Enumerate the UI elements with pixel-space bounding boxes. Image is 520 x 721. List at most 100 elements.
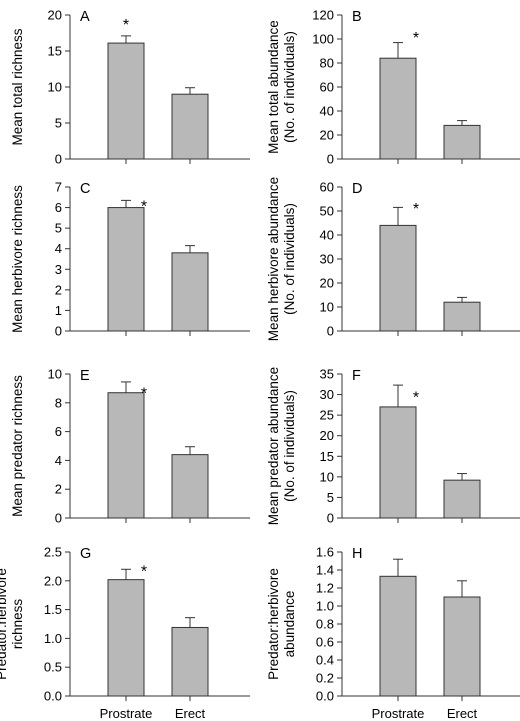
y-axis-label: richness	[10, 599, 25, 650]
panel-h: 0.0 0.2 0.4 0.6 0.8 1.0 1.2 1.4 1.6 Prostrate Erec…	[266, 545, 520, 721]
y-axis-label: Mean predator richness	[10, 375, 25, 517]
y-tick-label: 30	[320, 387, 334, 402]
bar-erect	[171, 252, 209, 332]
panel-d: 0 10 20 30 40 50 60 D * Mean herbivore abundance(…	[266, 177, 520, 341]
panel-letter: F	[352, 368, 361, 384]
y-tick-label: 5	[327, 490, 334, 505]
y-axis-label: Mean total abundance	[266, 20, 281, 154]
y-tick-label: 35	[320, 367, 334, 382]
bar-prostrate	[107, 42, 145, 160]
panel-letter: B	[352, 9, 362, 25]
y-tick-label: 7	[55, 180, 62, 195]
y-tick-label: 40	[320, 228, 334, 243]
y-tick-label: 6	[55, 200, 62, 215]
bar-prostrate	[107, 207, 145, 332]
y-axis-label: Mean herbivore abundance	[266, 177, 281, 341]
panel-letter: E	[80, 368, 90, 384]
y-tick-label: 2	[55, 482, 62, 497]
y-tick-label: 5	[55, 221, 62, 236]
panel-letter: G	[80, 546, 91, 562]
y-tick-label: 20	[320, 428, 334, 443]
y-tick-label: 0	[55, 324, 62, 339]
y-tick-label: 0	[327, 511, 334, 526]
bar-prostrate	[379, 406, 417, 519]
y-tick-label: 8	[55, 395, 62, 410]
y-tick-label: 1.0	[316, 599, 334, 614]
y-tick-label: 4	[55, 241, 62, 256]
panel-e: 0 2 4 6 8 10 E * Mean predator richness	[10, 367, 250, 526]
y-tick-label: 20	[48, 8, 62, 23]
significance-star: *	[413, 30, 419, 47]
y-tick-label: 0.0	[44, 689, 62, 704]
bar-prostrate	[379, 224, 417, 332]
y-tick-label: 1	[55, 303, 62, 318]
y-axis-label: Mean total richness	[10, 28, 25, 145]
y-tick-label: 1.4	[316, 563, 334, 578]
significance-star: *	[141, 198, 147, 215]
y-tick-label: 80	[320, 56, 334, 71]
y-axis-label: Mean herbivore richness	[10, 185, 25, 333]
y-tick-label: 6	[55, 424, 62, 439]
y-tick-label: 60	[320, 180, 334, 195]
y-tick-label: 0	[55, 511, 62, 526]
panel-letter: H	[352, 546, 362, 562]
y-axis-label: Mean predator abundance	[266, 367, 281, 525]
significance-star: *	[141, 385, 147, 402]
y-tick-label: 60	[320, 80, 334, 95]
y-tick-label: 10	[48, 367, 62, 382]
bar-prostrate	[107, 579, 145, 697]
panel-letter: D	[352, 181, 362, 197]
y-axis-label: (No. of individuals)	[282, 390, 297, 502]
y-tick-label: 0	[327, 152, 334, 167]
bar-prostrate	[379, 57, 417, 160]
y-tick-label: 0.5	[44, 660, 62, 675]
y-tick-label: 1.0	[44, 631, 62, 646]
y-axis-label: abundance	[282, 591, 297, 658]
x-tick-label: Prostrate	[100, 706, 153, 721]
y-tick-label: 1.6	[316, 545, 334, 560]
y-axis-label: Predator:herbivore	[266, 568, 281, 680]
y-tick-label: 0.6	[316, 635, 334, 650]
bar-prostrate	[107, 392, 145, 519]
y-tick-label: 2	[55, 282, 62, 297]
y-tick-label: 2.5	[44, 545, 62, 560]
y-tick-label: 100	[312, 32, 334, 47]
y-tick-label: 0.8	[316, 617, 334, 632]
y-tick-label: 40	[320, 104, 334, 119]
y-tick-label: 20	[320, 128, 334, 143]
bar-prostrate	[379, 575, 417, 697]
y-tick-label: 30	[320, 252, 334, 267]
significance-star: *	[123, 17, 129, 34]
y-axis-label: (No. of individuals)	[282, 203, 297, 315]
y-tick-label: 1.5	[44, 602, 62, 617]
y-tick-label: 4	[55, 453, 62, 468]
significance-star: *	[413, 201, 419, 218]
y-tick-label: 20	[320, 276, 334, 291]
y-tick-label: 0.0	[316, 689, 334, 704]
panel-letter: C	[80, 181, 90, 197]
y-tick-label: 0	[327, 324, 334, 339]
bar-erect	[443, 301, 481, 332]
panel-g: 0.0 0.5 1.0 1.5 2.0 2.5 Prostrate Erect G * Predat…	[0, 545, 250, 721]
y-tick-label: 3	[55, 262, 62, 277]
bar-erect	[171, 626, 209, 697]
y-axis-label: Predator:herbivore	[0, 568, 9, 680]
y-tick-label: 0	[55, 152, 62, 167]
y-tick-label: 50	[320, 204, 334, 219]
y-tick-label: 25	[320, 408, 334, 423]
y-tick-label: 5	[55, 116, 62, 131]
x-tick-label: Prostrate	[372, 706, 425, 721]
bar-erect	[171, 93, 209, 160]
y-tick-label: 10	[320, 469, 334, 484]
y-tick-label: 0.4	[316, 653, 334, 668]
bar-erect	[171, 454, 209, 519]
panel-b: 0 20 40 60 80 100 120 B * Mean total abundance (No…	[266, 8, 520, 167]
bar-erect	[443, 124, 481, 160]
y-tick-label: 15	[320, 449, 334, 464]
panel-letter: A	[80, 9, 90, 25]
y-axis-label: (No. of individuals)	[282, 31, 297, 143]
x-tick-label: Erect	[175, 706, 206, 721]
y-tick-label: 120	[312, 8, 334, 23]
panel-f: 0 5 10 15 20 25 30 35 F * Mean predator abundance(…	[266, 367, 520, 526]
